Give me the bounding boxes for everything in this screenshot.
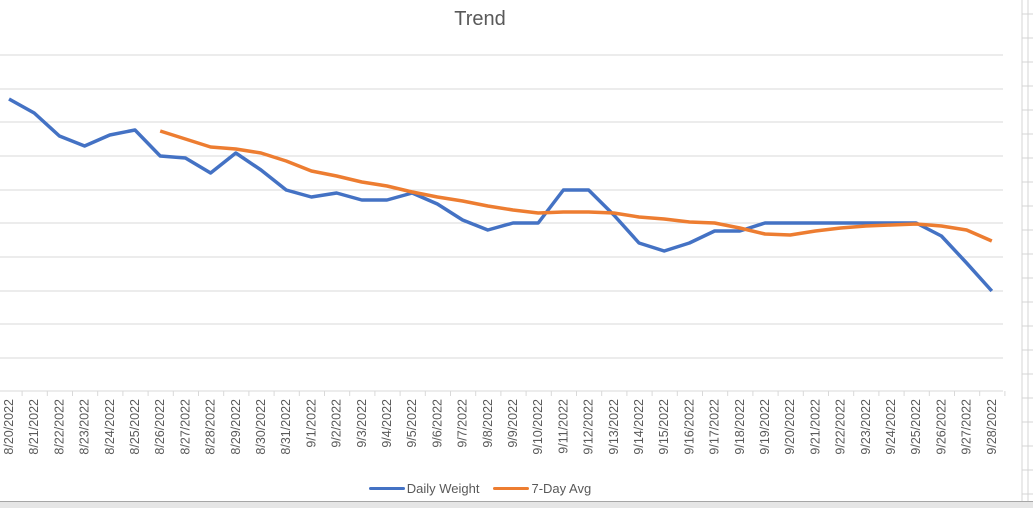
x-tick-label: 9/6/2022 [430,399,444,448]
x-tick-label: 8/23/2022 [78,399,92,455]
chart-title: Trend [454,8,506,30]
x-tick-label: 9/3/2022 [355,399,369,448]
legend: Daily Weight 7-Day Avg [0,481,960,496]
x-tick-label: 8/31/2022 [279,399,293,455]
legend-item-daily-weight: Daily Weight [368,481,480,496]
legend-label: 7-Day Avg [531,481,592,496]
series-line-daily-weight[interactable] [8,97,994,293]
spreadsheet-grid-edge [1012,0,1033,502]
x-tick-label: 9/4/2022 [380,399,394,448]
plot-area: 8/20/2022 8/21/2022 8/22/2022 8/23/2022 8/24… [0,54,1006,455]
x-tick-label: 9/19/2022 [758,399,772,455]
x-tick-label: 9/17/2022 [708,399,722,455]
x-tick-label: 9/2/2022 [330,399,344,448]
x-tick-label: 8/29/2022 [229,399,243,455]
x-tick-label: 8/30/2022 [254,399,268,455]
x-tick-label: 9/14/2022 [632,399,646,455]
x-tick-label: 9/7/2022 [456,399,470,448]
x-tick-label: 9/16/2022 [682,399,696,455]
x-tick-label: 9/8/2022 [481,399,495,448]
x-tick-label: 9/21/2022 [808,399,822,455]
x-tick-label: 9/10/2022 [531,399,545,455]
series-line-7-day-avg[interactable] [159,129,993,243]
x-tick-label: 9/24/2022 [884,399,898,455]
legend-swatch-daily-weight [368,487,405,490]
x-tick-label: 8/27/2022 [178,399,192,455]
x-tick-label: 8/28/2022 [204,399,218,455]
x-tick-label: 8/21/2022 [27,399,41,455]
chart-area[interactable]: Trend 8/20/2022 8/21/2022 8/22/2022 8/23/20… [0,0,1012,502]
x-tick-label: 9/5/2022 [405,399,419,448]
x-tick-label: 9/9/2022 [506,399,520,448]
x-tick-label: 9/27/2022 [960,399,974,455]
x-tick-label: 9/20/2022 [783,399,797,455]
x-tick-label: 9/12/2022 [582,399,596,455]
x-tick-label: 9/22/2022 [834,399,848,455]
x-tick-label: 9/23/2022 [859,399,873,455]
x-tick-label: 8/24/2022 [103,399,117,455]
legend-swatch-7-day-avg [493,487,530,490]
x-tick-label: 9/25/2022 [909,399,923,455]
sheet-bottom-bar [0,501,1033,508]
x-tick-label: 8/25/2022 [128,399,142,455]
legend-item-7-day-avg: 7-Day Avg [493,481,591,496]
x-tick-label: 8/26/2022 [153,399,167,455]
x-tick-label: 9/26/2022 [934,399,948,455]
x-tick-label: 9/13/2022 [607,399,621,455]
x-tick-label: 9/15/2022 [657,399,671,455]
x-tick-label: 9/18/2022 [733,399,747,455]
legend-label: Daily Weight [406,481,480,496]
x-tick-label: 9/11/2022 [556,399,570,454]
x-tick-label: 8/22/2022 [52,399,66,455]
x-tick-label: 9/1/2022 [304,399,318,448]
x-tick-label: 8/20/2022 [2,399,16,455]
x-tick-label: 9/28/2022 [985,399,999,455]
